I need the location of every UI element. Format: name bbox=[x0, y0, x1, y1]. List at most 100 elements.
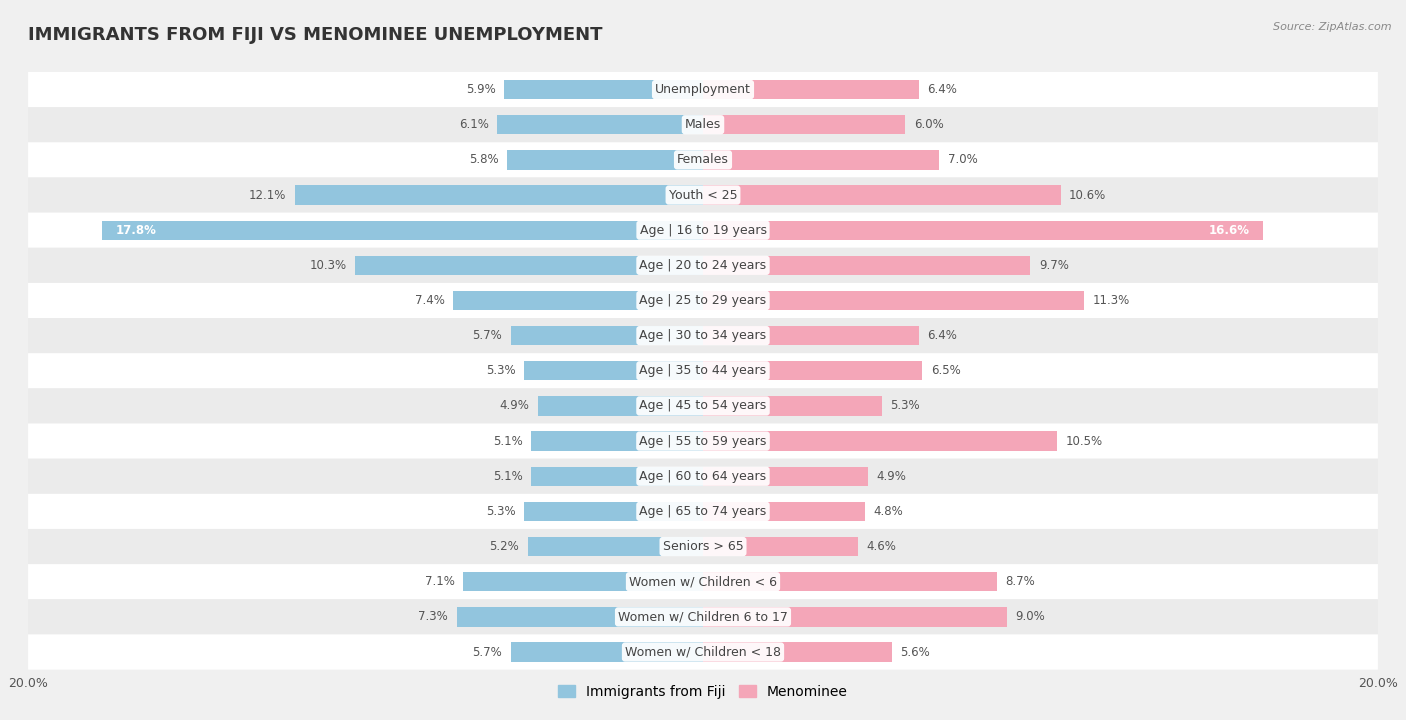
FancyBboxPatch shape bbox=[28, 212, 1378, 248]
Text: Women w/ Children < 18: Women w/ Children < 18 bbox=[626, 646, 780, 659]
Text: Age | 65 to 74 years: Age | 65 to 74 years bbox=[640, 505, 766, 518]
Text: 10.3%: 10.3% bbox=[309, 259, 347, 272]
FancyBboxPatch shape bbox=[28, 248, 1378, 283]
Text: 5.8%: 5.8% bbox=[470, 153, 499, 166]
Text: 17.8%: 17.8% bbox=[115, 224, 156, 237]
Bar bbox=[703, 572, 997, 591]
Text: Seniors > 65: Seniors > 65 bbox=[662, 540, 744, 553]
Text: Youth < 25: Youth < 25 bbox=[669, 189, 737, 202]
Bar bbox=[508, 150, 703, 169]
Text: 4.9%: 4.9% bbox=[877, 469, 907, 482]
Bar bbox=[703, 220, 1263, 240]
Bar bbox=[703, 361, 922, 380]
Text: 11.3%: 11.3% bbox=[1092, 294, 1130, 307]
Text: 12.1%: 12.1% bbox=[249, 189, 287, 202]
Text: 6.5%: 6.5% bbox=[931, 364, 960, 377]
Bar bbox=[703, 537, 858, 557]
FancyBboxPatch shape bbox=[28, 318, 1378, 354]
FancyBboxPatch shape bbox=[28, 143, 1378, 177]
Text: Age | 60 to 64 years: Age | 60 to 64 years bbox=[640, 469, 766, 482]
Text: 9.0%: 9.0% bbox=[1015, 611, 1045, 624]
Text: 9.7%: 9.7% bbox=[1039, 259, 1069, 272]
Bar bbox=[703, 396, 882, 415]
FancyBboxPatch shape bbox=[28, 354, 1378, 388]
Text: 5.3%: 5.3% bbox=[486, 505, 516, 518]
Bar bbox=[510, 326, 703, 346]
Bar bbox=[703, 291, 1084, 310]
Text: 4.6%: 4.6% bbox=[866, 540, 897, 553]
Text: Age | 45 to 54 years: Age | 45 to 54 years bbox=[640, 400, 766, 413]
Text: 16.6%: 16.6% bbox=[1209, 224, 1250, 237]
Legend: Immigrants from Fiji, Menominee: Immigrants from Fiji, Menominee bbox=[553, 680, 853, 704]
Bar bbox=[453, 291, 703, 310]
Bar bbox=[524, 502, 703, 521]
Bar bbox=[457, 607, 703, 626]
Bar bbox=[103, 220, 703, 240]
Bar bbox=[703, 256, 1031, 275]
Text: 7.1%: 7.1% bbox=[425, 575, 456, 588]
Text: 7.3%: 7.3% bbox=[419, 611, 449, 624]
Bar bbox=[703, 326, 920, 346]
Text: 6.4%: 6.4% bbox=[928, 83, 957, 96]
Bar bbox=[703, 431, 1057, 451]
FancyBboxPatch shape bbox=[28, 107, 1378, 143]
Text: 5.9%: 5.9% bbox=[465, 83, 495, 96]
Bar bbox=[703, 185, 1060, 204]
FancyBboxPatch shape bbox=[28, 283, 1378, 318]
Text: Age | 16 to 19 years: Age | 16 to 19 years bbox=[640, 224, 766, 237]
Text: Age | 35 to 44 years: Age | 35 to 44 years bbox=[640, 364, 766, 377]
FancyBboxPatch shape bbox=[28, 634, 1378, 670]
Text: 5.7%: 5.7% bbox=[472, 646, 502, 659]
Bar bbox=[356, 256, 703, 275]
Bar bbox=[703, 80, 920, 99]
Bar bbox=[498, 115, 703, 135]
FancyBboxPatch shape bbox=[28, 564, 1378, 599]
Text: Source: ZipAtlas.com: Source: ZipAtlas.com bbox=[1274, 22, 1392, 32]
FancyBboxPatch shape bbox=[28, 494, 1378, 529]
Text: 5.3%: 5.3% bbox=[890, 400, 920, 413]
Text: 5.2%: 5.2% bbox=[489, 540, 519, 553]
Bar bbox=[510, 642, 703, 662]
Bar bbox=[703, 502, 865, 521]
Bar bbox=[503, 80, 703, 99]
Bar bbox=[295, 185, 703, 204]
Text: 5.3%: 5.3% bbox=[486, 364, 516, 377]
Bar bbox=[703, 150, 939, 169]
Text: 5.1%: 5.1% bbox=[492, 435, 523, 448]
Bar bbox=[703, 115, 905, 135]
Text: Women w/ Children < 6: Women w/ Children < 6 bbox=[628, 575, 778, 588]
Text: Age | 25 to 29 years: Age | 25 to 29 years bbox=[640, 294, 766, 307]
Text: Women w/ Children 6 to 17: Women w/ Children 6 to 17 bbox=[619, 611, 787, 624]
Bar bbox=[703, 467, 869, 486]
Text: 4.9%: 4.9% bbox=[499, 400, 529, 413]
Text: 5.1%: 5.1% bbox=[492, 469, 523, 482]
Bar bbox=[524, 361, 703, 380]
Text: 8.7%: 8.7% bbox=[1005, 575, 1035, 588]
Bar bbox=[464, 572, 703, 591]
Text: Females: Females bbox=[678, 153, 728, 166]
Text: 5.7%: 5.7% bbox=[472, 329, 502, 342]
FancyBboxPatch shape bbox=[28, 72, 1378, 107]
FancyBboxPatch shape bbox=[28, 177, 1378, 212]
Text: 4.8%: 4.8% bbox=[873, 505, 903, 518]
FancyBboxPatch shape bbox=[28, 529, 1378, 564]
FancyBboxPatch shape bbox=[28, 459, 1378, 494]
Bar bbox=[703, 642, 891, 662]
Text: 6.4%: 6.4% bbox=[928, 329, 957, 342]
Text: 10.5%: 10.5% bbox=[1066, 435, 1102, 448]
Text: Age | 20 to 24 years: Age | 20 to 24 years bbox=[640, 259, 766, 272]
Text: Age | 55 to 59 years: Age | 55 to 59 years bbox=[640, 435, 766, 448]
Text: 7.4%: 7.4% bbox=[415, 294, 444, 307]
Bar bbox=[527, 537, 703, 557]
Text: 7.0%: 7.0% bbox=[948, 153, 977, 166]
Text: Age | 30 to 34 years: Age | 30 to 34 years bbox=[640, 329, 766, 342]
FancyBboxPatch shape bbox=[28, 423, 1378, 459]
Text: IMMIGRANTS FROM FIJI VS MENOMINEE UNEMPLOYMENT: IMMIGRANTS FROM FIJI VS MENOMINEE UNEMPL… bbox=[28, 26, 603, 44]
Bar bbox=[531, 467, 703, 486]
Bar bbox=[531, 431, 703, 451]
FancyBboxPatch shape bbox=[28, 599, 1378, 634]
Text: Males: Males bbox=[685, 118, 721, 131]
Bar bbox=[703, 607, 1007, 626]
Text: 6.1%: 6.1% bbox=[458, 118, 489, 131]
Text: 10.6%: 10.6% bbox=[1069, 189, 1107, 202]
